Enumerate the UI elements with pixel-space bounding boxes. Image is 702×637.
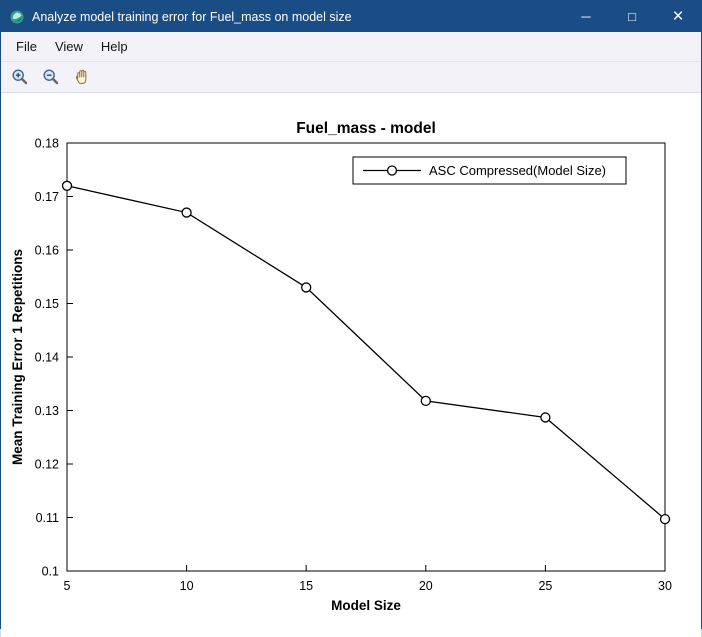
menu-file[interactable]: File	[16, 39, 37, 54]
plot-area[interactable]	[66, 142, 666, 572]
data-point	[301, 282, 312, 293]
minimize-button[interactable]: ─	[581, 9, 591, 24]
tool-bar	[1, 62, 701, 93]
y-axis-label: Mean Training Error 1 Repetitions	[10, 249, 25, 465]
y-tick-label: 0.17	[35, 190, 59, 204]
x-tick-label: 25	[538, 579, 552, 593]
zoom-out-button[interactable]	[37, 64, 65, 90]
x-tick-label: 20	[419, 579, 433, 593]
data-point	[181, 207, 192, 218]
series-line	[66, 185, 666, 520]
y-tick-label: 0.11	[36, 511, 59, 525]
y-tick-label: 0.1	[42, 565, 59, 579]
zoom-in-icon	[12, 69, 28, 85]
data-point	[61, 180, 73, 191]
pan-hand-icon	[75, 69, 87, 84]
menu-view[interactable]: View	[54, 39, 83, 54]
legend-marker-sample	[386, 165, 398, 176]
figure-area: Fuel_mass - model 5 10 15 20 25 30 0.1 0.11 0.12 0…	[1, 93, 701, 637]
title-bar[interactable]: Analyze model training error for Fuel_ma…	[1, 1, 701, 32]
y-tick-label: 0.15	[35, 297, 59, 311]
legend-label: ASC Compressed(Model Size)	[429, 163, 606, 178]
app-icon	[10, 10, 24, 23]
y-tick-label: 0.14	[35, 351, 59, 365]
x-axis-label: Model Size	[331, 598, 401, 613]
x-tick-label: 30	[658, 579, 672, 593]
zoom-in-button[interactable]	[6, 64, 34, 90]
close-button[interactable]: ×	[672, 6, 684, 27]
pan-button[interactable]	[68, 64, 96, 90]
chart-title: Fuel_mass - model	[296, 120, 436, 137]
x-tick-label: 15	[299, 579, 313, 593]
menu-bar: File View Help	[1, 32, 701, 62]
y-tick-label: 0.18	[35, 137, 59, 151]
x-tick-label: 5	[64, 579, 71, 593]
menu-help[interactable]: Help	[100, 39, 128, 54]
maximize-button[interactable]: □	[628, 9, 636, 24]
y-tick-label: 0.12	[35, 458, 59, 472]
data-point	[540, 412, 551, 423]
data-point	[659, 513, 671, 525]
y-tick-label: 0.16	[35, 244, 59, 258]
y-tick-label: 0.13	[35, 404, 59, 418]
x-tick-label: 10	[180, 579, 194, 593]
chart-canvas[interactable]: Fuel_mass - model 5 10 15 20 25 30 0.1 0.11 0.12 0…	[1, 93, 702, 632]
zoom-out-icon	[43, 69, 59, 85]
data-point	[420, 395, 431, 407]
window-title: Analyze model training error for Fuel_ma…	[32, 9, 352, 24]
